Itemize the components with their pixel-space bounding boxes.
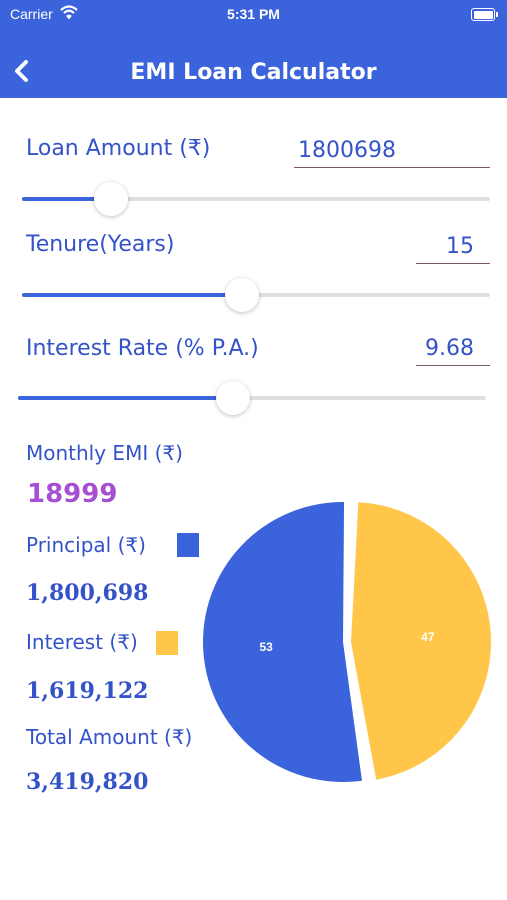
page-title: EMI Loan Calculator (130, 60, 377, 85)
slider-thumb[interactable] (93, 182, 128, 216)
total-amount-value: 3,419,820 (26, 769, 149, 795)
battery-icon (471, 8, 498, 21)
status-bar: Carrier 5:31 PM (0, 5, 507, 25)
interest-label: Interest (₹) (26, 630, 138, 654)
status-time: 5:31 PM (227, 6, 280, 22)
tenure-slider[interactable] (22, 278, 490, 312)
pie-slice-interest (351, 502, 492, 780)
principal-label: Principal (₹) (26, 533, 146, 557)
pie-slice-principal-label: 53 (259, 640, 273, 654)
slider-fill (22, 293, 242, 297)
loan-amount-label: Loan Amount (₹) (26, 136, 211, 161)
slider-track (22, 197, 490, 201)
pie-slice-interest-label: 47 (421, 630, 435, 644)
interest-rate-label: Interest Rate (% P.A.) (26, 336, 259, 361)
interest-rate-slider[interactable] (18, 381, 486, 415)
monthly-emi-value: 18999 (27, 479, 118, 509)
slider-thumb[interactable] (216, 381, 251, 415)
carrier-label: Carrier (10, 6, 53, 22)
interest-legend-swatch (156, 631, 178, 655)
back-button[interactable] (12, 56, 34, 86)
slider-thumb[interactable] (224, 278, 259, 312)
slider-track (18, 396, 486, 400)
slider-fill (22, 197, 111, 201)
total-amount-label: Total Amount (₹) (26, 725, 193, 749)
interest-rate-input[interactable]: 9.68 (416, 334, 490, 366)
loan-amount-slider[interactable] (22, 182, 490, 216)
interest-value: 1,619,122 (26, 678, 149, 704)
principal-value: 1,800,698 (26, 580, 149, 606)
wifi-icon (60, 4, 78, 23)
nav-bar: Carrier 5:31 PM EMI Loan Calculator (0, 0, 507, 98)
pie-slice-principal (203, 502, 362, 782)
tenure-input[interactable]: 15 (416, 232, 490, 264)
principal-legend-swatch (177, 533, 199, 557)
slider-fill (18, 396, 234, 400)
loan-amount-input[interactable]: 1800698 (294, 136, 490, 168)
emi-pie-chart: 53 47 (203, 502, 492, 782)
chevron-left-icon (15, 60, 28, 82)
monthly-emi-label: Monthly EMI (₹) (26, 441, 183, 465)
tenure-label: Tenure(Years) (26, 232, 175, 257)
